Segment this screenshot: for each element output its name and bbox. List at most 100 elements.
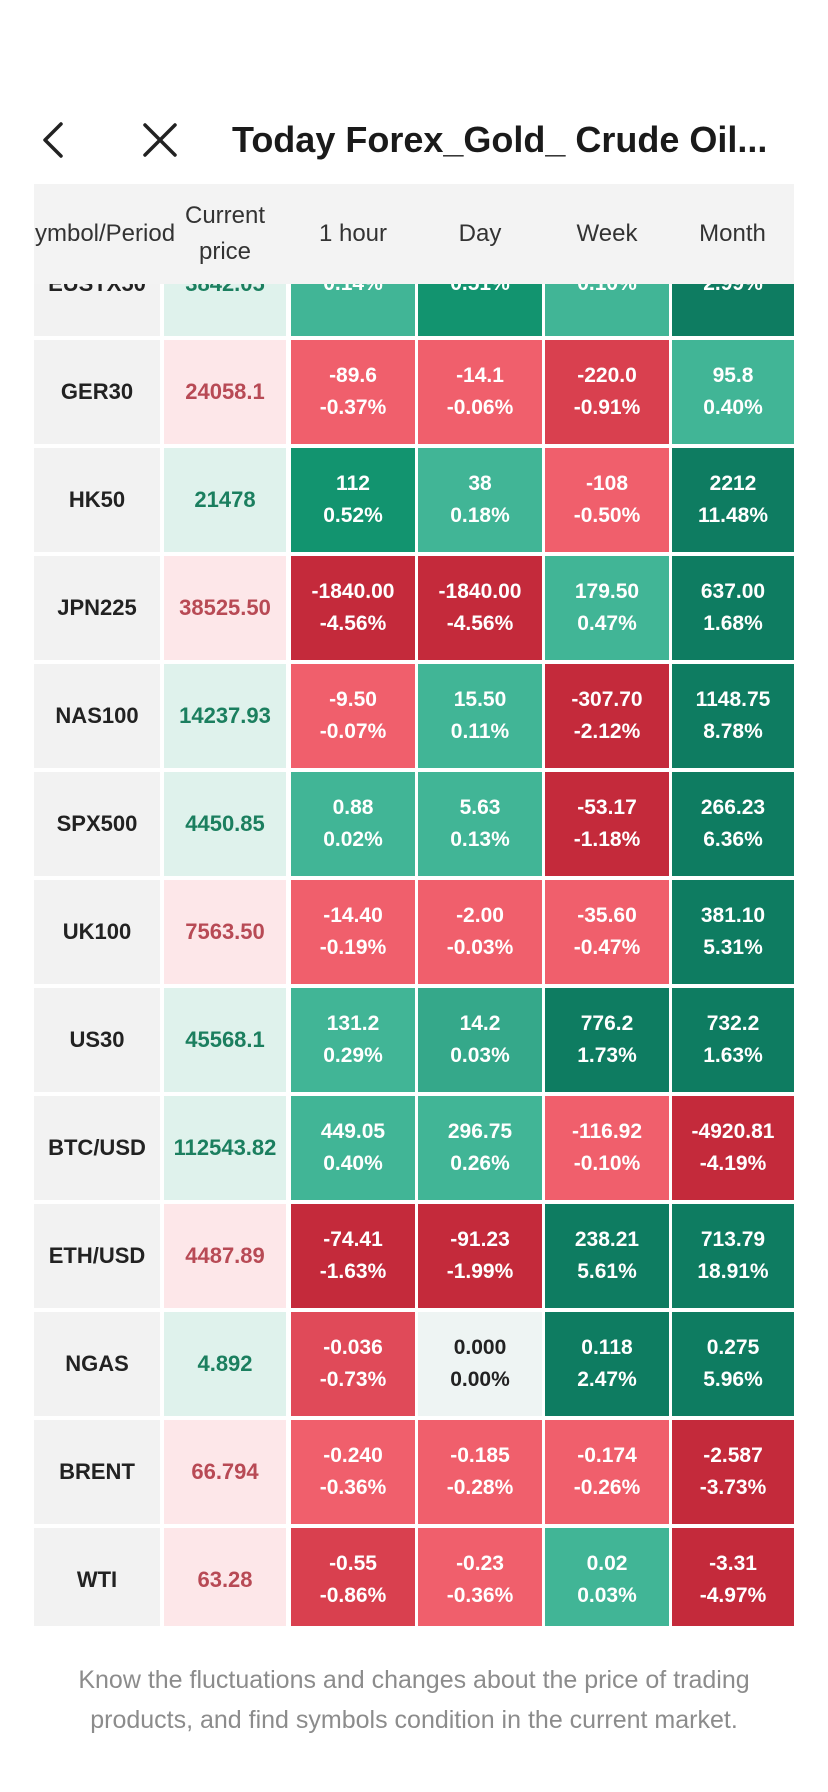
change-value: -89.6 — [329, 364, 377, 387]
column-header-1-hour[interactable]: 1 hour — [318, 220, 388, 247]
change-percent: -4.56% — [319, 612, 387, 635]
change-percent: -0.10% — [573, 1152, 641, 1175]
month-change-cell: -3.31 -4.97% — [672, 1528, 794, 1626]
change-value: -0.55 — [329, 1552, 377, 1575]
table-row[interactable]: JPN225 38525.50 -1840.00 -4.56% -1840.00 -4.5… — [34, 556, 794, 664]
change-percent: 5.31% — [703, 936, 763, 959]
close-button[interactable] — [136, 116, 184, 164]
week-change-cell: -220.0 -0.91% — [545, 340, 669, 444]
month-change-cell: 2212 11.48% — [672, 448, 794, 552]
symbol-cell: NGAS — [34, 1312, 160, 1416]
change-value: 266.23 — [700, 796, 766, 819]
table-row[interactable]: ETH/USD 4487.89 -74.41 -1.63% -91.23 -1.99% 23… — [34, 1204, 794, 1312]
change-percent: -3.73% — [699, 1476, 767, 1499]
change-value: -220.0 — [577, 364, 637, 387]
week-change-cell: -116.92 -0.10% — [545, 1096, 669, 1200]
change-value: 5.63 — [459, 796, 501, 819]
column-header-week[interactable]: Week — [576, 220, 638, 247]
table-row[interactable]: US30 45568.1 131.2 0.29% 14.2 0.03% 776.2 1.73%… — [34, 988, 794, 1096]
table-row[interactable]: BTC/USD 112543.82 449.05 0.40% 296.75 0.26% -1… — [34, 1096, 794, 1204]
change-percent: 11.48% — [697, 504, 769, 527]
h1-change-cell: -0.036 -0.73% — [291, 1312, 415, 1416]
change-value: 179.50 — [574, 580, 640, 603]
table-row[interactable]: WTI 63.28 -0.55 -0.86% -0.23 -0.36% 0.02 0.03% -… — [34, 1528, 794, 1626]
change-value: 1148.75 — [695, 688, 771, 711]
change-value: -108 — [585, 472, 629, 495]
change-percent: 0.00% — [450, 1368, 510, 1391]
week-change-cell: 0.118 2.47% — [545, 1312, 669, 1416]
current-price-cell: 63.28 — [164, 1528, 286, 1626]
change-value: -0.036 — [323, 1336, 383, 1359]
back-button[interactable] — [30, 116, 78, 164]
current-price-cell: 112543.82 — [164, 1096, 286, 1200]
change-percent: 0.02% — [323, 828, 383, 851]
table-row[interactable]: NGAS 4.892 -0.036 -0.73% 0.000 0.00% 0.118 2.47… — [34, 1312, 794, 1420]
table-row[interactable]: UK100 7563.50 -14.40 -0.19% -2.00 -0.03% -35.6… — [34, 880, 794, 988]
month-change-cell: 732.2 1.63% — [672, 988, 794, 1092]
change-value: -1840.00 — [311, 580, 395, 603]
symbol-cell: ETH/USD — [34, 1204, 160, 1308]
change-value: 0.02 — [586, 1552, 628, 1575]
change-percent: 0.03% — [577, 1584, 637, 1607]
change-percent: -4.19% — [699, 1152, 767, 1175]
column-header-price: Current price — [184, 202, 266, 265]
month-change-cell: 637.00 1.68% — [672, 556, 794, 660]
change-percent: 0.47% — [577, 612, 637, 635]
column-header-month[interactable]: Month — [699, 220, 766, 247]
table-row[interactable]: BRENT 66.794 -0.240 -0.36% -0.185 -0.28% -0.17… — [34, 1420, 794, 1528]
symbol-cell: JPN225 — [34, 556, 160, 660]
change-value: 14.2 — [459, 1012, 501, 1035]
week-change-cell: 179.50 0.47% — [545, 556, 669, 660]
day-change-cell: 15.50 0.11% — [418, 664, 542, 768]
day-change-cell: 14.2 0.03% — [418, 988, 542, 1092]
chevron-left-icon — [43, 122, 63, 158]
h1-change-cell: 131.2 0.29% — [291, 988, 415, 1092]
table-row[interactable]: HK50 21478 112 0.52% 38 0.18% -108 -0.50% 2212 11… — [34, 448, 794, 556]
change-percent: 5.61% — [577, 1260, 637, 1283]
change-percent: 2.47% — [577, 1368, 637, 1391]
change-value: -2.587 — [703, 1444, 763, 1467]
week-change-cell: -0.174 -0.26% — [545, 1420, 669, 1524]
current-price-cell: 4487.89 — [164, 1204, 286, 1308]
change-percent: 1.63% — [703, 1044, 763, 1067]
change-value: 0.000 — [453, 1336, 507, 1359]
day-change-cell: 38 0.18% — [418, 448, 542, 552]
h1-change-cell: -0.240 -0.36% — [291, 1420, 415, 1524]
current-price-cell: 24058.1 — [164, 340, 286, 444]
change-percent: -0.36% — [446, 1584, 514, 1607]
current-price-cell: 4.892 — [164, 1312, 286, 1416]
change-value: 776.2 — [580, 1012, 634, 1035]
table-row[interactable]: NAS100 14237.93 -9.50 -0.07% 15.50 0.11% -307.… — [34, 664, 794, 772]
change-percent: -0.28% — [446, 1476, 514, 1499]
week-change-cell: 0.02 0.03% — [545, 1528, 669, 1626]
change-percent: 0.26% — [450, 1152, 510, 1175]
change-value: 0.275 — [706, 1336, 760, 1359]
change-percent: -0.06% — [446, 396, 514, 419]
change-percent: -0.91% — [573, 396, 641, 419]
change-value: 38 — [468, 472, 492, 495]
symbol-cell: WTI — [34, 1528, 160, 1626]
symbol-cell: UK100 — [34, 880, 160, 984]
change-percent: -0.26% — [573, 1476, 641, 1499]
market-table[interactable]: Symbol/Period Current price 1 hour Day W… — [34, 184, 794, 1626]
change-value: -0.23 — [456, 1552, 504, 1575]
change-percent: -0.03% — [446, 936, 514, 959]
change-value: -4920.81 — [691, 1120, 775, 1143]
change-percent: 6.36% — [703, 828, 763, 851]
column-header-day[interactable]: Day — [458, 220, 502, 247]
symbol-cell: GER30 — [34, 340, 160, 444]
change-percent: 0.18% — [450, 504, 510, 527]
navigation-bar: Today Forex_Gold_ Crude Oil... — [0, 100, 828, 180]
month-change-cell: 266.23 6.36% — [672, 772, 794, 876]
week-change-cell: 238.21 5.61% — [545, 1204, 669, 1308]
change-percent: -2.12% — [573, 720, 641, 743]
change-percent: 1.73% — [577, 1044, 637, 1067]
table-row[interactable]: GER30 24058.1 -89.6 -0.37% -14.1 -0.06% -220.0… — [34, 340, 794, 448]
h1-change-cell: -14.40 -0.19% — [291, 880, 415, 984]
change-percent: 0.11% — [450, 720, 510, 743]
month-change-cell: 381.10 5.31% — [672, 880, 794, 984]
change-percent: 18.91% — [697, 1260, 769, 1283]
change-value: 112 — [336, 472, 370, 495]
change-value: 131.2 — [326, 1012, 380, 1035]
table-row[interactable]: SPX500 4450.85 0.88 0.02% 5.63 0.13% -53.17 -1.… — [34, 772, 794, 880]
